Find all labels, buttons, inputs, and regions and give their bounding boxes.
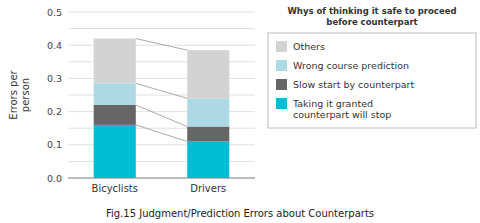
y-tick-label: 0.0 <box>47 173 62 184</box>
legend-swatch <box>276 98 287 109</box>
y-axis-label: Errors perperson <box>8 69 31 119</box>
y-tick-label: 0.1 <box>47 139 62 150</box>
grid-line <box>68 178 255 179</box>
connector-line <box>136 39 187 51</box>
bar <box>94 83 136 105</box>
y-tick-label: 0.5 <box>47 7 62 18</box>
grid <box>68 12 255 178</box>
y-tick-label: 0.4 <box>47 40 62 51</box>
y-tick-label: 0.3 <box>47 73 62 84</box>
connector-line <box>136 83 187 98</box>
grid-line <box>68 12 255 13</box>
legend-title: Whys of thinking it safe to proceedbefor… <box>287 6 456 27</box>
bar <box>94 39 136 84</box>
x-axis <box>68 178 255 179</box>
bar <box>187 98 229 126</box>
legend-label: Wrong course prediction <box>293 60 409 71</box>
x-tick-label: Bicyclists <box>92 183 138 194</box>
connector-line <box>136 105 187 127</box>
bar <box>94 125 136 178</box>
legend-label: Others <box>293 41 325 52</box>
plot-area <box>94 39 230 178</box>
legend-swatch <box>276 79 287 90</box>
grid-line <box>68 28 255 29</box>
chart-title: Fig.15 Judgment/Prediction Errors about … <box>106 208 374 219</box>
bar <box>94 105 136 125</box>
bar <box>187 141 229 178</box>
legend-label: Taking it grantedcounterpart will stop <box>292 98 391 120</box>
legend-swatch <box>276 41 287 52</box>
legend-label: Slow start by counterpart <box>293 79 414 90</box>
y-tick-label: 0.2 <box>47 106 62 117</box>
connector-line <box>136 125 187 142</box>
bar <box>187 127 229 142</box>
legend-swatch <box>276 60 287 71</box>
x-tick-label: Drivers <box>190 183 226 194</box>
legend-frame <box>268 33 476 128</box>
bar <box>187 50 229 98</box>
chart: 0.0 0.1 0.2 0.3 0.4 0.5 Bicyclists Drivers Error… <box>0 0 480 223</box>
legend: Whys of thinking it safe to proceedbefor… <box>268 6 476 128</box>
